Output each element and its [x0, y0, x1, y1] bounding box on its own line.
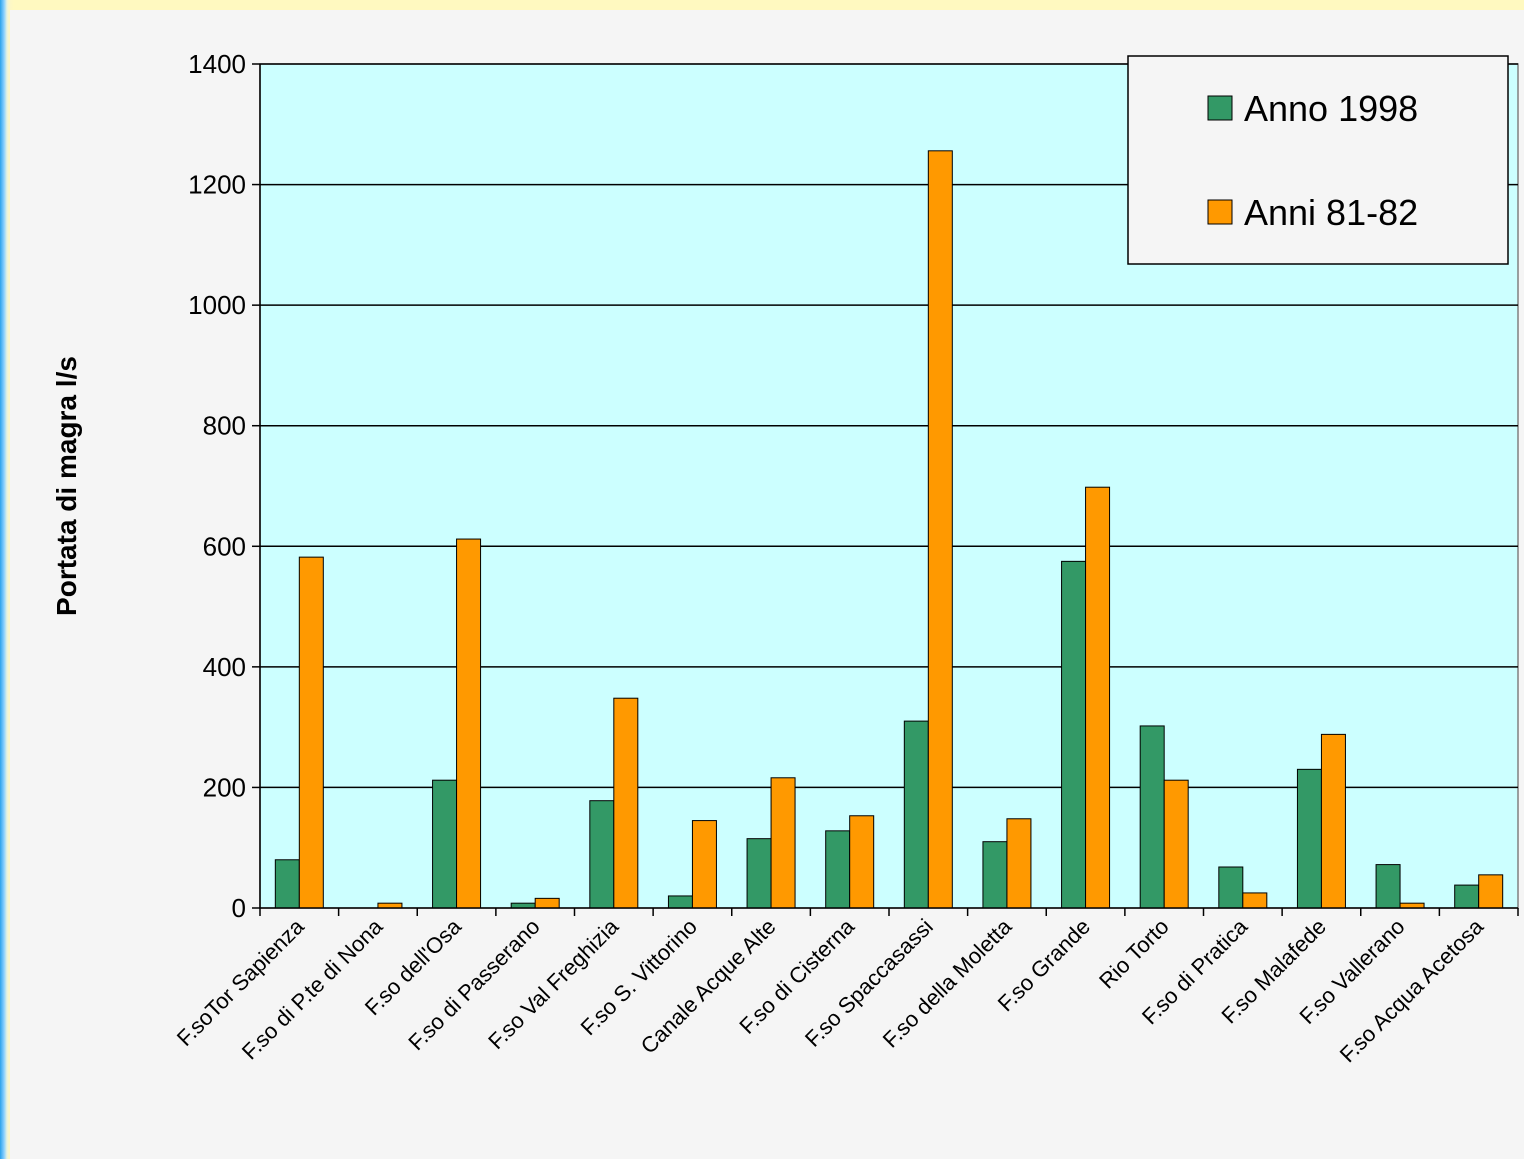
- bar-anno-1998: [274, 859, 300, 909]
- bar-anni-81-82: [456, 538, 482, 909]
- bar-anni-81-82: [1242, 892, 1268, 909]
- y-axis: 0 200 400 600 800 1000 1200 1400: [188, 49, 261, 923]
- chart-frame: 0 200 400 600 800 1000 1200 1400 F.soTor Sapien…: [10, 10, 1524, 1159]
- x-category-label: F.so Val Freghizia: [483, 913, 624, 1054]
- legend-label: Anni 81-82: [1244, 192, 1418, 233]
- bar-chart: 0 200 400 600 800 1000 1200 1400 F.soTor Sapien…: [51, 49, 1519, 1067]
- x-category-label: F.so di Passerano: [403, 914, 544, 1055]
- legend: Anno 1998 Anni 81-82: [1127, 55, 1509, 265]
- legend-swatch: [1207, 95, 1233, 121]
- bar-anni-81-82: [298, 556, 324, 909]
- bar-anni-81-82: [1478, 874, 1504, 909]
- y-tick-label: 800: [203, 411, 246, 441]
- bar-anno-1998: [1218, 866, 1244, 909]
- bar-anni-81-82: [927, 150, 953, 909]
- x-category-label: Canale Acque Alte: [636, 914, 781, 1059]
- y-tick-label: 200: [203, 772, 246, 802]
- bar-anno-1998: [1375, 864, 1401, 909]
- bar-anno-1998: [746, 838, 772, 909]
- bar-anni-81-82: [1006, 818, 1032, 909]
- bar-anno-1998: [1454, 884, 1480, 909]
- bar-anno-1998: [432, 779, 458, 909]
- bar-anni-81-82: [849, 815, 875, 909]
- bar-anno-1998: [1139, 725, 1165, 909]
- bar-anno-1998: [667, 895, 693, 909]
- x-category-label: F.so di P.te di Nona: [237, 913, 388, 1064]
- bar-anno-1998: [982, 841, 1008, 909]
- x-category-label: F.so Acqua Acetosa: [1335, 913, 1489, 1067]
- y-tick-label: 0: [232, 893, 246, 923]
- bar-anni-81-82: [691, 820, 717, 909]
- y-tick-label: 1400: [188, 49, 246, 79]
- legend-box: [1127, 55, 1509, 265]
- legend-label: Anno 1998: [1244, 88, 1418, 129]
- bar-anni-81-82: [1163, 779, 1189, 909]
- bar-anni-81-82: [1320, 733, 1346, 909]
- y-tick-label: 1200: [188, 170, 246, 200]
- y-tick-label: 600: [203, 531, 246, 561]
- bar-anno-1998: [1296, 768, 1322, 909]
- legend-swatch: [1207, 199, 1233, 225]
- bar-anno-1998: [825, 830, 851, 909]
- bar-anno-1998: [903, 720, 929, 909]
- bar-anni-81-82: [613, 697, 639, 909]
- bar-anno-1998: [589, 800, 615, 909]
- y-tick-label: 400: [203, 652, 246, 682]
- bar-anni-81-82: [770, 777, 796, 909]
- y-tick-label: 1000: [188, 290, 246, 320]
- bar-anni-81-82: [534, 897, 560, 909]
- y-axis-title: Portata di magra l/s: [51, 356, 82, 616]
- bar-anni-81-82: [1085, 486, 1111, 909]
- bar-anno-1998: [1061, 560, 1087, 909]
- x-category-label: Rio Torto: [1094, 914, 1174, 994]
